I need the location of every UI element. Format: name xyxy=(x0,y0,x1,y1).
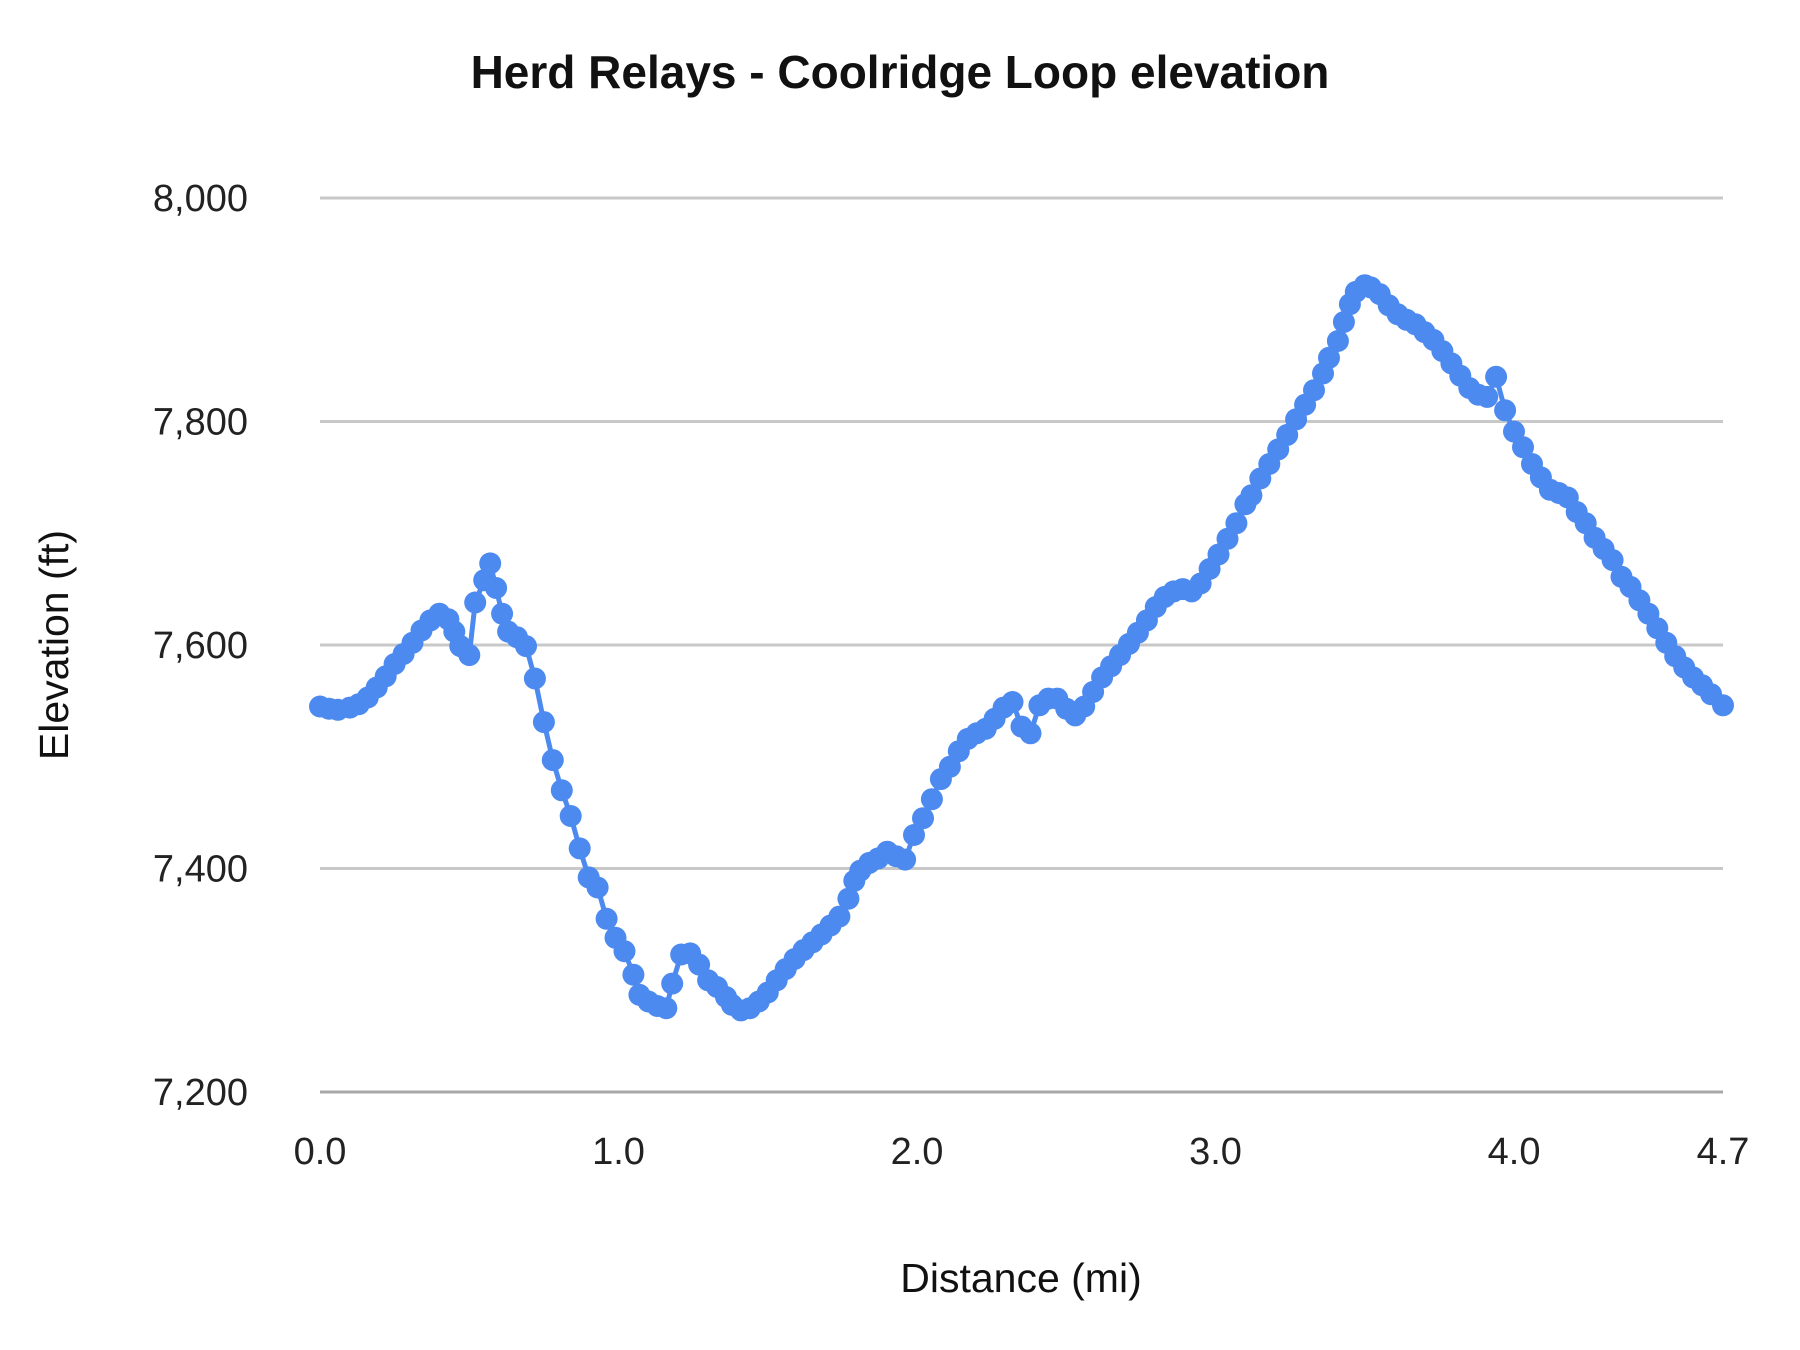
x-tick-label: 4.0 xyxy=(1488,1131,1541,1173)
data-point[interactable] xyxy=(613,940,636,963)
data-point[interactable] xyxy=(1326,330,1349,352)
y-tick-label: 8,000 xyxy=(153,178,248,220)
data-point[interactable] xyxy=(1001,691,1024,713)
data-point[interactable] xyxy=(559,805,582,827)
data-point[interactable] xyxy=(541,749,564,772)
data-point[interactable] xyxy=(912,807,934,830)
data-point[interactable] xyxy=(1712,694,1734,717)
gridlines xyxy=(320,196,1723,1094)
data-point[interactable] xyxy=(532,711,555,734)
x-tick-label: 4.7 xyxy=(1697,1131,1750,1173)
y-tick-label: 7,800 xyxy=(153,402,248,444)
data-point[interactable] xyxy=(1318,346,1340,369)
data-point[interactable] xyxy=(1485,365,1508,388)
x-tick-label: 3.0 xyxy=(1189,1131,1242,1173)
x-tick-label: 1.0 xyxy=(592,1131,645,1173)
data-point[interactable] xyxy=(1476,385,1499,408)
chart-title: Herd Relays - Coolridge Loop elevation xyxy=(471,46,1330,98)
data-point[interactable] xyxy=(1601,549,1624,572)
y-tick-label: 7,200 xyxy=(153,1072,248,1114)
data-point[interactable] xyxy=(515,635,537,658)
y-axis-tick-labels: 7,200 7,400 7,600 7,800 8,000 xyxy=(153,178,248,1114)
data-point[interactable] xyxy=(661,972,684,995)
data-point[interactable] xyxy=(1240,484,1263,507)
data-point[interactable] xyxy=(1225,512,1248,535)
data-point[interactable] xyxy=(655,997,678,1020)
data-point[interactable] xyxy=(1303,379,1325,402)
y-tick-label: 7,600 xyxy=(153,625,248,667)
data-point[interactable] xyxy=(491,602,514,625)
data-point[interactable] xyxy=(622,963,645,986)
data-point[interactable] xyxy=(458,644,481,667)
elevation-series xyxy=(309,274,1734,1022)
data-point[interactable] xyxy=(903,824,925,846)
data-point[interactable] xyxy=(595,907,618,930)
data-point[interactable] xyxy=(464,591,487,614)
x-tick-label: 2.0 xyxy=(891,1131,944,1173)
data-point[interactable] xyxy=(479,552,502,575)
data-point[interactable] xyxy=(550,779,573,802)
data-point[interactable] xyxy=(828,905,851,928)
x-axis-title: Distance (mi) xyxy=(900,1255,1141,1301)
data-point[interactable] xyxy=(586,876,609,899)
y-axis-title: Elevation (ft) xyxy=(31,530,77,760)
data-point[interactable] xyxy=(920,788,943,811)
data-point[interactable] xyxy=(1019,722,1042,745)
data-point[interactable] xyxy=(1332,311,1355,333)
y-tick-label: 7,400 xyxy=(153,849,248,891)
x-axis-tick-labels: 0.0 1.0 2.0 3.0 4.0 4.7 xyxy=(294,1131,1750,1173)
data-point[interactable] xyxy=(485,577,508,599)
data-point[interactable] xyxy=(1494,399,1517,422)
data-point[interactable] xyxy=(894,848,917,871)
x-tick-label: 0.0 xyxy=(294,1131,347,1173)
data-point[interactable] xyxy=(837,887,860,910)
data-point[interactable] xyxy=(568,837,591,860)
data-point[interactable] xyxy=(523,667,546,690)
data-point[interactable] xyxy=(1512,436,1534,459)
